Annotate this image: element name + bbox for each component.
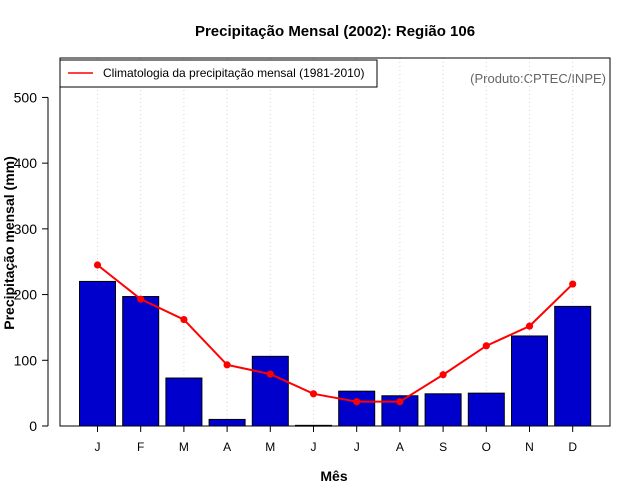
- chart-title: Precipitação Mensal (2002): Região 106: [195, 23, 475, 40]
- bar-11: [511, 335, 548, 427]
- bar-12: [554, 305, 592, 427]
- x-tick-label-3: M: [179, 440, 189, 454]
- climatology-point-1: [93, 261, 102, 269]
- legend: Climatologia da precipitação mensal (198…: [59, 59, 378, 88]
- bar-3: [165, 377, 203, 427]
- bar-4: [208, 418, 246, 427]
- x-tick-label-10: O: [482, 440, 491, 454]
- climatology-point-7: [353, 398, 361, 406]
- climatology-point-6: [309, 390, 318, 398]
- climatology-point-4: [223, 361, 231, 369]
- product-credit: (Produto:CPTEC/INPE): [470, 71, 606, 86]
- grid-lines: [97, 58, 574, 426]
- climatology-series: [93, 261, 577, 406]
- y-axis-title: Precipitação mensal (mm): [1, 156, 17, 330]
- bar-series: [79, 280, 592, 427]
- y-tick-label-1: 0: [29, 418, 37, 434]
- x-tick-label-2: F: [137, 440, 144, 454]
- bar-2: [122, 296, 160, 427]
- y-tick-label-6: 500: [14, 89, 38, 105]
- x-tick-label-7: J: [354, 440, 360, 454]
- bar-10: [467, 392, 505, 427]
- x-tick-label-5: M: [265, 440, 275, 454]
- bar-7: [338, 390, 376, 427]
- climatology-point-5: [266, 370, 274, 378]
- plot-frame: [59, 57, 611, 427]
- legend-entry-climatology: Climatologia da precipitação mensal (198…: [103, 66, 364, 80]
- bar-9: [424, 393, 462, 427]
- y-tick-label-4: 300: [14, 221, 38, 237]
- y-tick-label-3: 200: [14, 287, 38, 303]
- x-tick-label-6: J: [311, 440, 317, 454]
- climatology-point-3: [180, 315, 188, 324]
- climatology-point-8: [396, 398, 404, 406]
- climatology-point-10: [482, 342, 490, 350]
- legend-box: [59, 59, 378, 88]
- climatology-point-11: [525, 322, 534, 330]
- climatology-point-2: [137, 295, 145, 303]
- x-tick-label-8: A: [396, 440, 404, 454]
- x-axis-title: Mês: [320, 468, 347, 484]
- x-tick-label-4: A: [223, 440, 231, 454]
- y-tick-label-5: 400: [14, 155, 38, 171]
- y-tick-label-2: 100: [14, 352, 38, 368]
- bar-1: [79, 280, 116, 427]
- x-tick-label-1: J: [95, 440, 101, 454]
- climatology-point-12: [569, 280, 577, 288]
- x-tick-label-9: S: [439, 440, 447, 454]
- axes: 0 100 200 300 400 500 J F M A M J J A S O N D: [14, 89, 578, 454]
- climatology-point-9: [439, 371, 447, 379]
- x-tick-label-12: D: [568, 440, 577, 454]
- climatology-line: [96, 264, 574, 403]
- bar-5: [251, 355, 289, 427]
- x-tick-label-11: N: [525, 440, 534, 454]
